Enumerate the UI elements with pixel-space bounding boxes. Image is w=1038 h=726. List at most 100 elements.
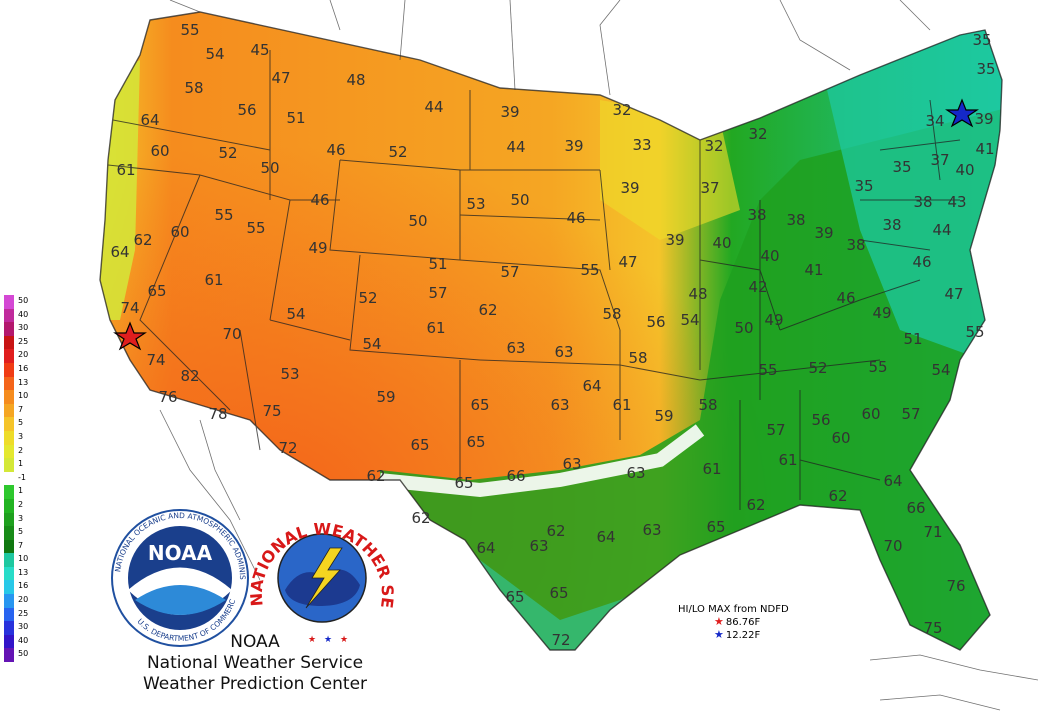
temp-label: 74 bbox=[120, 299, 139, 317]
temp-label: 74 bbox=[146, 351, 165, 369]
legend-swatch bbox=[4, 648, 14, 663]
nws-star-blue-icon: ★ bbox=[324, 635, 332, 645]
noaa-logo-text: NOAA bbox=[148, 541, 213, 565]
legend-label: 1 bbox=[18, 459, 24, 469]
temp-label: 50 bbox=[408, 212, 427, 230]
temp-label: 48 bbox=[346, 71, 365, 89]
temp-label: 60 bbox=[170, 223, 189, 241]
temp-label: 65 bbox=[549, 584, 568, 602]
temp-label: 63 bbox=[550, 396, 569, 414]
temp-label: 46 bbox=[566, 209, 585, 227]
temp-label: 39 bbox=[665, 231, 684, 249]
temp-label: 64 bbox=[883, 472, 902, 490]
legend-entry: 7 bbox=[2, 539, 36, 554]
legend-label: 7 bbox=[18, 540, 24, 550]
temp-label: 65 bbox=[706, 518, 725, 536]
temp-label: 57 bbox=[428, 284, 447, 302]
legend-entry: 5 bbox=[2, 526, 36, 540]
temp-label: 55 bbox=[965, 323, 984, 341]
temp-label: 52 bbox=[218, 144, 237, 162]
temp-label: 65 bbox=[466, 433, 485, 451]
temp-label: 54 bbox=[362, 335, 381, 353]
temp-label: 38 bbox=[747, 206, 766, 224]
temp-label: 54 bbox=[205, 45, 224, 63]
temp-label: 50 bbox=[734, 319, 753, 337]
temp-label: 70 bbox=[883, 537, 902, 555]
temp-label: 38 bbox=[786, 211, 805, 229]
temp-label: 39 bbox=[814, 224, 833, 242]
temp-label: 42 bbox=[748, 278, 767, 296]
temp-label: 35 bbox=[892, 158, 911, 176]
temp-label: 63 bbox=[506, 339, 525, 357]
temp-label: 44 bbox=[506, 138, 525, 156]
legend-label: 40 bbox=[18, 635, 29, 645]
temp-label: 62 bbox=[411, 509, 430, 527]
temp-label: 49 bbox=[872, 304, 891, 322]
legend-swatch bbox=[4, 566, 14, 581]
credit-block: NOAA National Weather Service Weather Pr… bbox=[130, 632, 380, 695]
legend-label: 10 bbox=[18, 391, 29, 401]
legend-swatch bbox=[4, 430, 14, 445]
legend-entry: 50 bbox=[2, 648, 36, 663]
temp-label: 58 bbox=[184, 79, 203, 97]
temp-label: 56 bbox=[237, 101, 256, 119]
temp-label: 39 bbox=[620, 179, 639, 197]
legend-entry: 1 bbox=[2, 458, 36, 472]
temp-label: 58 bbox=[602, 305, 621, 323]
legend-entry: 3 bbox=[2, 512, 36, 527]
legend-entry: 10 bbox=[2, 390, 36, 404]
temp-label: 43 bbox=[947, 193, 966, 211]
hilo-high-row: ★ 86.76F bbox=[678, 616, 789, 629]
legend-entry: 30 bbox=[2, 322, 36, 336]
temp-label: 62 bbox=[133, 231, 152, 249]
temp-label: 63 bbox=[562, 455, 581, 473]
temp-label: 66 bbox=[906, 499, 925, 517]
legend-swatch bbox=[4, 580, 14, 595]
legend-label: 3 bbox=[18, 513, 24, 523]
legend-entry: 16 bbox=[2, 580, 36, 595]
legend-label: 20 bbox=[18, 350, 29, 360]
legend-swatch bbox=[4, 634, 14, 649]
legend-swatch bbox=[4, 376, 14, 391]
legend-swatch bbox=[4, 322, 14, 336]
temp-label: 63 bbox=[626, 464, 645, 482]
legend-swatch bbox=[4, 390, 14, 404]
temp-label: 55 bbox=[758, 361, 777, 379]
temp-label: 57 bbox=[901, 405, 920, 423]
temp-label: 78 bbox=[208, 405, 227, 423]
temp-label: 63 bbox=[529, 537, 548, 555]
temp-label: 71 bbox=[923, 523, 942, 541]
temp-label: 72 bbox=[551, 631, 570, 649]
temp-label: 37 bbox=[930, 151, 949, 169]
legend-label: 1 bbox=[18, 486, 24, 496]
temp-label: 54 bbox=[286, 305, 305, 323]
temp-label: 51 bbox=[903, 330, 922, 348]
temp-label: 40 bbox=[712, 234, 731, 252]
temp-label: 76 bbox=[158, 388, 177, 406]
temp-label: 35 bbox=[854, 177, 873, 195]
legend-entry: 5 bbox=[2, 417, 36, 431]
legend-swatch bbox=[4, 607, 14, 622]
temp-label: 40 bbox=[760, 247, 779, 265]
temp-label: 44 bbox=[932, 221, 951, 239]
temp-label: 59 bbox=[654, 407, 673, 425]
legend-label: 50 bbox=[18, 296, 29, 305]
legend-label: 3 bbox=[18, 431, 24, 441]
temp-label: 50 bbox=[260, 159, 279, 177]
temp-label: 70 bbox=[222, 325, 241, 343]
legend-entry: 2 bbox=[2, 498, 36, 513]
temp-label: 60 bbox=[831, 429, 850, 447]
temp-label: 82 bbox=[180, 367, 199, 385]
temp-label: 52 bbox=[388, 143, 407, 161]
temp-label: 46 bbox=[836, 289, 855, 307]
hilo-title: HI/LO MAX from NDFD bbox=[678, 604, 789, 615]
legend-label: 5 bbox=[18, 418, 24, 428]
temp-label: 46 bbox=[310, 191, 329, 209]
temp-label: 47 bbox=[618, 253, 637, 271]
temp-label: 72 bbox=[278, 439, 297, 457]
legend-label: 13 bbox=[18, 567, 29, 577]
hilo-key: HI/LO MAX from NDFD ★ 86.76F ★ 12.22F bbox=[678, 604, 789, 642]
temp-label: 64 bbox=[596, 528, 615, 546]
temp-label: 49 bbox=[308, 239, 327, 257]
legend-swatch bbox=[4, 335, 14, 350]
